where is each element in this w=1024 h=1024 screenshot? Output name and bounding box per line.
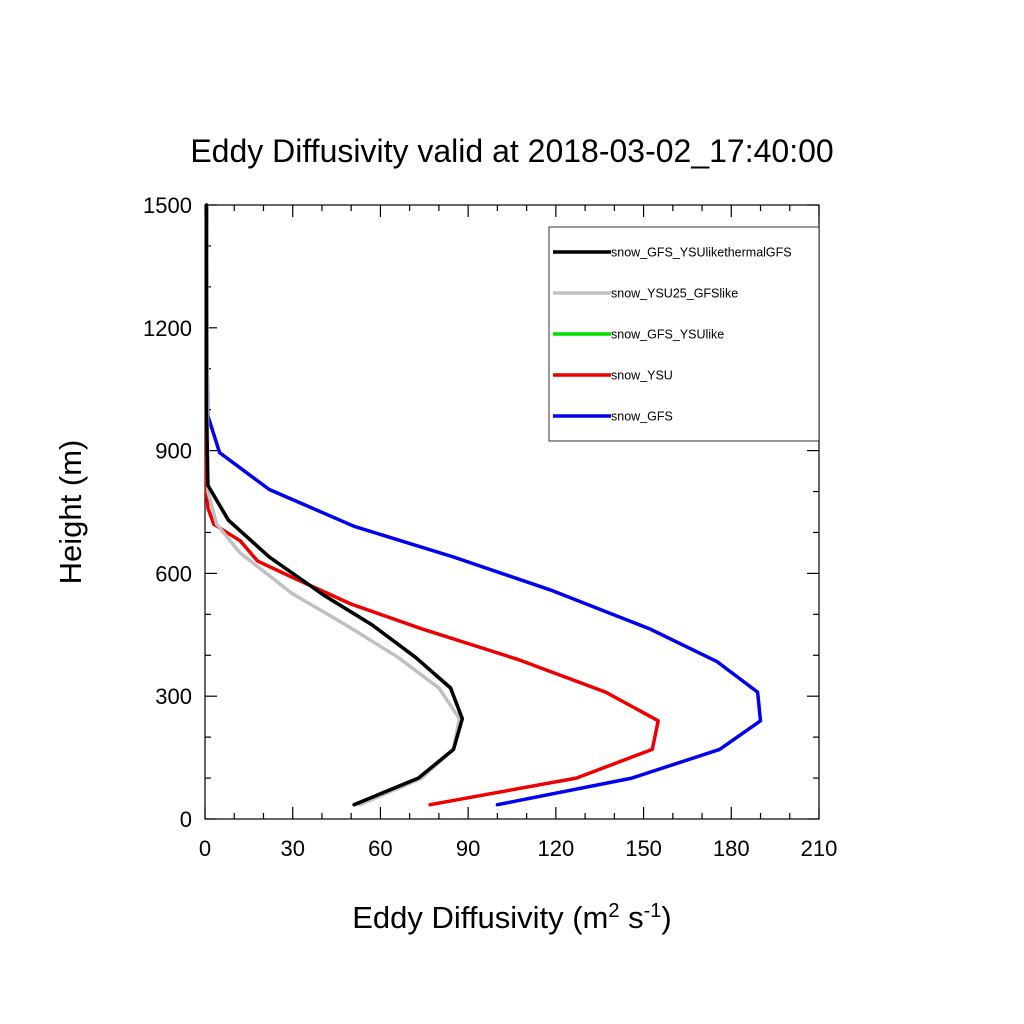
legend-label-snow_GFS: snow_GFS xyxy=(611,410,673,424)
x-tick-label: 210 xyxy=(801,836,838,861)
x-tick-label: 150 xyxy=(625,836,662,861)
x-tick-label: 120 xyxy=(537,836,574,861)
x-tick-label: 0 xyxy=(199,836,211,861)
y-tick-label: 1500 xyxy=(143,193,192,218)
x-tick-labels: 0 30 60 90 120 150 180 210 xyxy=(199,836,837,861)
chart-title: Eddy Diffusivity valid at 2018-03-02_17:… xyxy=(190,133,833,169)
y-tick-label: 600 xyxy=(155,561,192,586)
x-tick-label: 60 xyxy=(368,836,392,861)
legend: snow_GFS_YSUlikethermalGFS snow_YSU25_GFS… xyxy=(548,226,820,442)
plot-frame xyxy=(204,204,820,820)
y-tick-label: 900 xyxy=(155,439,192,464)
x-axis-unit-close: ) xyxy=(661,900,671,935)
x-axis-unit-base1: m xyxy=(583,900,609,935)
series-line-snow_YSU25_GFSlike xyxy=(204,203,462,807)
series-line-snow_YSU xyxy=(204,203,660,807)
x-axis-label-text: Eddy Diffusivity xyxy=(352,900,564,935)
legend-label-snow_GFS_YSUlikethermalGFS: snow_GFS_YSUlikethermalGFS xyxy=(611,246,792,260)
y-axis-label: Height (m) xyxy=(53,440,88,585)
y-tick-label: 300 xyxy=(155,684,192,709)
series-lines xyxy=(204,203,763,807)
x-tick-label: 30 xyxy=(280,836,304,861)
x-tick-label: 180 xyxy=(713,836,750,861)
x-axis-unit-base2: s xyxy=(619,900,643,935)
y-tick-labels: 0 300 600 900 1200 1500 xyxy=(143,193,192,832)
series-line-snow_GFS_YSUlikethermalGFS xyxy=(204,203,465,807)
series-line-snow_GFS_YSUlike xyxy=(204,203,465,807)
series-line-snow_GFS xyxy=(204,203,763,807)
legend-label-snow_YSU: snow_YSU xyxy=(611,369,673,383)
y-tick-label: 0 xyxy=(180,807,192,832)
x-axis-label: Eddy Diffusivity (m2 s-1) xyxy=(352,900,671,935)
x-axis-unit-open: ( xyxy=(564,900,584,935)
x-axis-unit-sup1: 2 xyxy=(608,900,619,922)
legend-label-snow_YSU25_GFSlike: snow_YSU25_GFSlike xyxy=(611,287,738,301)
legend-label-snow_GFS_YSUlike: snow_GFS_YSUlike xyxy=(611,328,724,342)
y-tick-label: 1200 xyxy=(143,316,192,341)
x-tick-label: 90 xyxy=(456,836,480,861)
x-axis-unit-sup2: -1 xyxy=(644,900,662,922)
legend-entries: snow_GFS_YSUlikethermalGFS snow_YSU25_GFS… xyxy=(553,246,792,424)
